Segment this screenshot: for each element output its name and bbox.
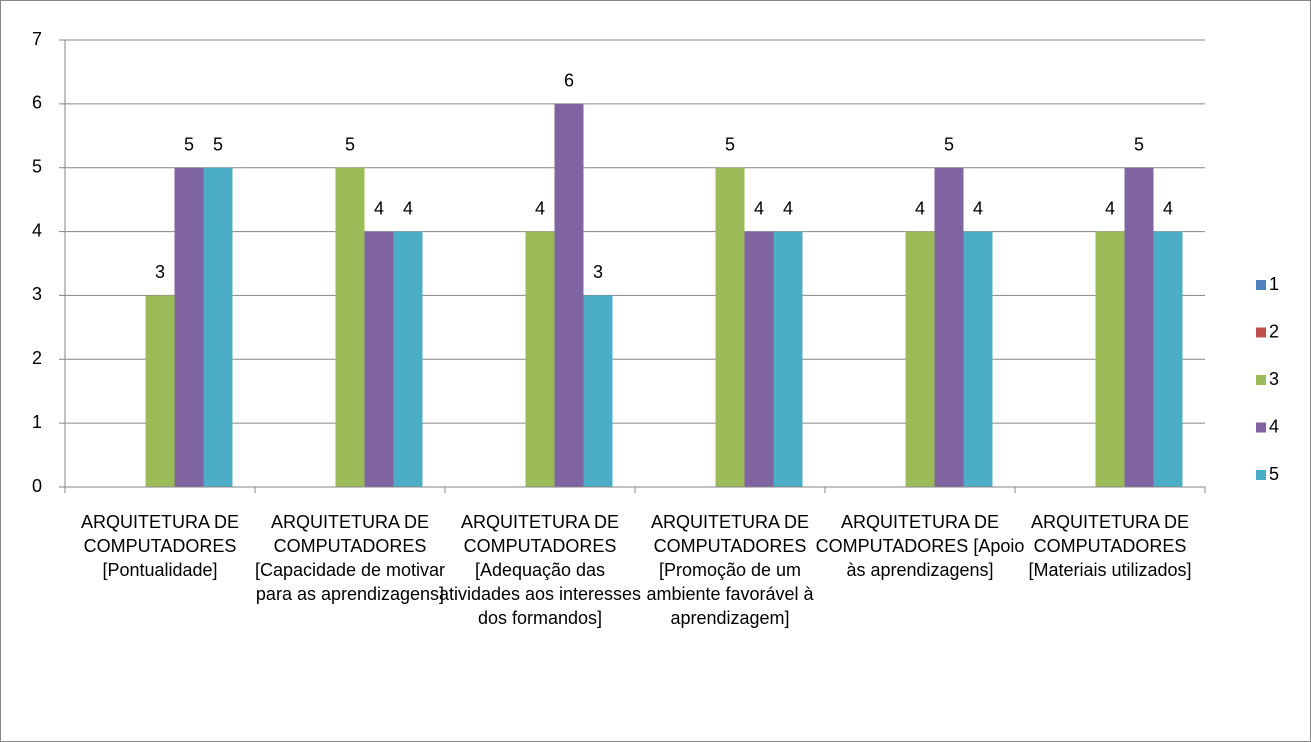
data-label: 4 <box>1105 198 1115 218</box>
data-label: 4 <box>973 198 983 218</box>
x-tick-label: ARQUITETURA DE COMPUTADORES [Capacidade … <box>254 512 446 604</box>
legend-label: 3 <box>1269 369 1279 389</box>
data-label: 3 <box>593 262 603 282</box>
y-tick-label: 1 <box>32 412 42 432</box>
legend-label: 5 <box>1269 464 1279 484</box>
legend-label: 4 <box>1269 416 1279 436</box>
y-tick-label: 0 <box>32 476 42 496</box>
bar <box>335 167 365 487</box>
bar <box>744 231 774 487</box>
bar <box>393 231 423 487</box>
x-tick-label: ARQUITETURA DE COMPUTADORES [Apoio às ap… <box>815 512 1025 580</box>
bar <box>715 167 745 487</box>
data-label: 5 <box>213 134 223 154</box>
bar <box>905 231 935 487</box>
data-label: 4 <box>915 198 925 218</box>
legend-swatch <box>1256 375 1266 385</box>
y-tick-label: 5 <box>32 156 42 176</box>
bar <box>145 295 175 487</box>
bar <box>934 167 964 487</box>
data-label: 5 <box>1134 134 1144 154</box>
legend-swatch <box>1256 280 1266 290</box>
y-tick-label: 6 <box>32 93 42 113</box>
bar <box>1095 231 1125 487</box>
bar <box>174 167 204 487</box>
data-label: 4 <box>535 198 545 218</box>
data-label: 4 <box>1163 198 1173 218</box>
bar <box>203 167 233 487</box>
y-tick-label: 4 <box>32 220 42 240</box>
data-label: 5 <box>184 134 194 154</box>
legend-swatch <box>1256 327 1266 338</box>
x-tick-label: ARQUITETURA DE COMPUTADORES [Pontualidad… <box>80 512 240 580</box>
bar <box>1124 167 1154 487</box>
bar <box>963 231 993 487</box>
data-label: 4 <box>754 198 764 218</box>
x-tick-label: ARQUITETURA DE COMPUTADORES [Promoção de… <box>646 512 814 628</box>
x-tick-label: ARQUITETURA DE COMPUTADORES [Materiais u… <box>1028 512 1192 580</box>
x-tick-label: ARQUITETURA DE COMPUTADORES [Adequação d… <box>438 512 642 628</box>
bar <box>773 231 803 487</box>
data-label: 6 <box>564 71 574 91</box>
legend-label: 2 <box>1269 321 1279 341</box>
data-label: 5 <box>725 134 735 154</box>
y-tick-label: 3 <box>32 284 42 304</box>
data-label: 4 <box>374 198 384 218</box>
data-label: 3 <box>155 262 165 282</box>
data-label: 4 <box>783 198 793 218</box>
data-label: 5 <box>345 134 355 154</box>
bar <box>525 231 555 487</box>
data-label: 5 <box>944 134 954 154</box>
data-label: 4 <box>403 198 413 218</box>
y-tick-label: 2 <box>32 348 42 368</box>
y-tick-label: 7 <box>32 29 42 49</box>
bar <box>554 103 584 487</box>
legend-swatch <box>1256 422 1266 433</box>
legend-swatch <box>1256 470 1266 480</box>
bar <box>1153 231 1183 487</box>
bar <box>364 231 394 487</box>
bar <box>583 295 613 487</box>
legend-label: 1 <box>1269 274 1279 294</box>
